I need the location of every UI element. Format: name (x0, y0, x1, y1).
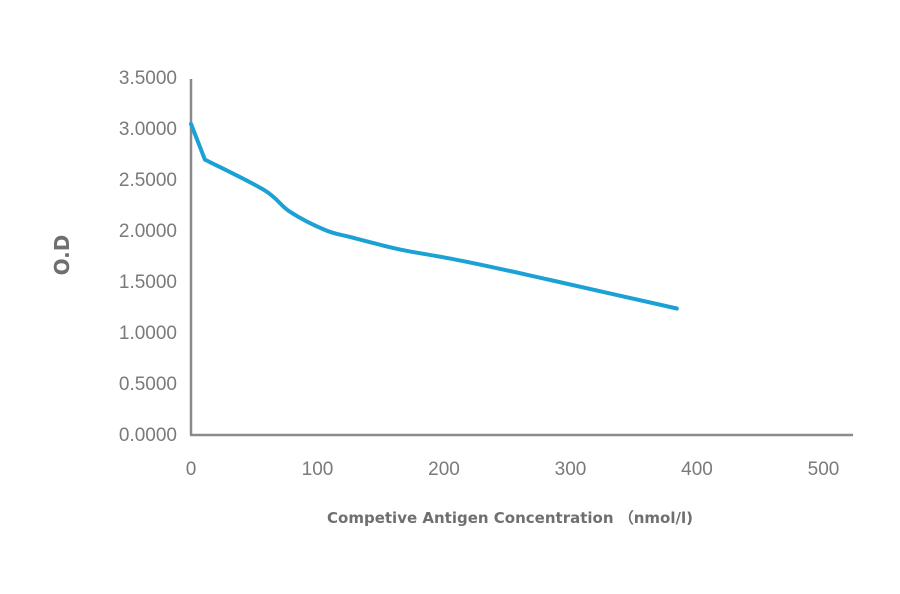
x-tick-label: 500 (808, 459, 840, 480)
y-tick-label: 0.5000 (119, 374, 177, 395)
x-tick-label: 200 (428, 459, 460, 480)
data-series-line (189, 121, 679, 311)
y-tick-label: 2.0000 (119, 221, 177, 242)
x-tick-label: 100 (302, 459, 334, 480)
y-tick-label: 1.0000 (119, 323, 177, 344)
y-tick-label: 3.0000 (119, 119, 177, 140)
y-tick-label: 3.5000 (119, 68, 177, 89)
x-axis-ticks: 0 100 200 300 400 500 (186, 459, 840, 480)
x-axis-label: Competive Antigen Concentration （nmol/l) (327, 509, 693, 527)
y-tick-label: 0.0000 (119, 425, 177, 446)
x-tick-label: 300 (555, 459, 587, 480)
x-tick-label: 0 (186, 459, 197, 480)
y-axis-label: O.D (50, 235, 74, 276)
y-axis-ticks: 0.0000 0.5000 1.0000 1.5000 2.0000 2.5000 3.00… (119, 68, 177, 446)
y-tick-label: 2.5000 (119, 170, 177, 191)
y-tick-label: 1.5000 (119, 272, 177, 293)
x-tick-label: 400 (681, 459, 713, 480)
